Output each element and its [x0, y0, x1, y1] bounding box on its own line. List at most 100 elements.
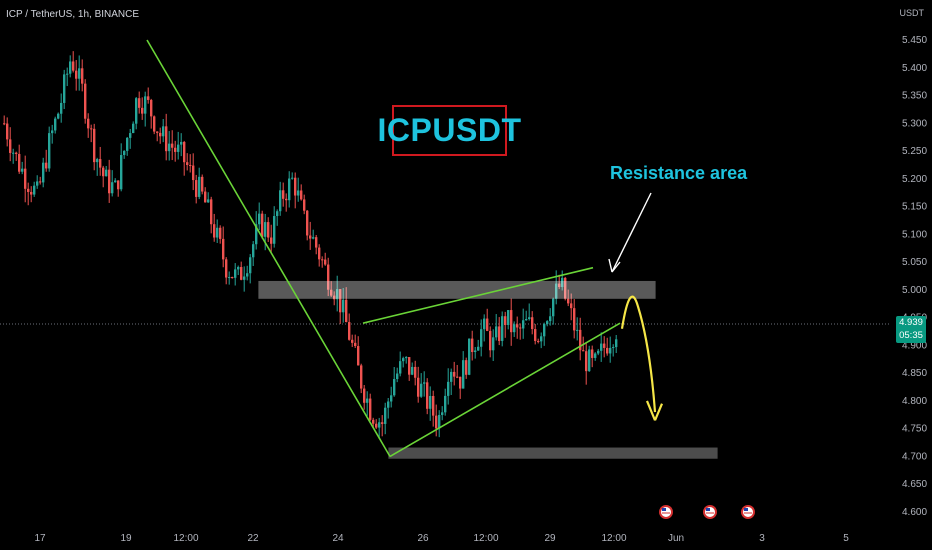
y-axis: 5.450 5.400 5.350 5.300 5.250 5.200 5.150 5.100…: [902, 35, 927, 518]
candle-body: [345, 299, 348, 323]
candle-body: [609, 347, 612, 354]
candle-body: [9, 139, 12, 153]
y-tick-label: 5.050: [902, 257, 927, 268]
candle-body: [60, 102, 63, 114]
candle-body: [306, 210, 309, 236]
candle-body: [363, 388, 366, 403]
candle-body: [444, 395, 447, 413]
y-tick-label: 4.700: [902, 451, 927, 462]
candle-body: [570, 303, 573, 309]
candle-body: [69, 61, 72, 74]
candle-body: [57, 113, 60, 119]
candle-body: [327, 264, 330, 290]
y-tick-label: 5.200: [902, 174, 927, 185]
candle-body: [612, 347, 615, 349]
candle-body: [543, 324, 546, 337]
candle-body: [75, 70, 78, 79]
candle-body: [54, 118, 57, 131]
candle-body: [96, 159, 99, 163]
candle-body: [303, 199, 306, 211]
candle-body: [393, 379, 396, 396]
y-tick-label: 5.400: [902, 63, 927, 74]
candle-body: [558, 283, 561, 288]
candle-body: [3, 123, 6, 125]
candle-body: [195, 180, 198, 197]
candle-body: [576, 329, 579, 331]
candle-body: [579, 329, 582, 351]
candle-body: [459, 376, 462, 389]
current-price-value: 4.939: [899, 317, 923, 328]
candle-body: [432, 395, 435, 416]
candle-body: [492, 337, 495, 351]
candle-body: [504, 316, 507, 326]
candle-body: [453, 371, 456, 377]
y-tick-label: 5.000: [902, 285, 927, 296]
candle-body: [165, 126, 168, 152]
candle-body: [150, 99, 153, 117]
candle-body: [489, 330, 492, 351]
x-tick-label: 12:00: [173, 533, 198, 544]
candle-body: [72, 61, 75, 71]
candle-body: [582, 350, 585, 352]
candle-body: [255, 224, 258, 245]
candle-body: [99, 159, 102, 168]
candle-body: [309, 235, 312, 239]
candle-body: [198, 176, 201, 197]
pointer-arrow-head: [608, 258, 621, 273]
candle-body: [384, 407, 387, 424]
candle-body: [24, 168, 27, 189]
candle-body: [420, 383, 423, 397]
chart-header-title: ICP / TetherUS, 1h, BINANCE: [6, 9, 140, 20]
candle-body: [465, 360, 468, 375]
y-tick-label: 5.450: [902, 35, 927, 46]
x-tick-label: Jun: [668, 533, 684, 544]
candle-body: [237, 267, 240, 270]
candle-body: [105, 169, 108, 177]
candle-body: [312, 237, 315, 239]
candle-body: [360, 365, 363, 389]
y-tick-label: 4.600: [902, 507, 927, 518]
candle-body: [189, 164, 192, 166]
candle-body: [468, 338, 471, 375]
candle-body: [282, 190, 285, 199]
candle-body: [324, 259, 327, 265]
candle-body: [153, 116, 156, 132]
candle-body: [381, 422, 384, 424]
candle-body: [357, 346, 360, 366]
candle-body: [501, 316, 504, 341]
candle-body: [186, 162, 189, 165]
candle-body: [315, 237, 318, 248]
candle-body: [537, 340, 540, 342]
candle-body: [387, 401, 390, 408]
candle-body: [240, 267, 243, 280]
candle-body: [414, 366, 417, 378]
wedge-lower-line: [389, 322, 621, 458]
candle-body: [438, 414, 441, 429]
candle-body: [81, 68, 84, 84]
candle-body: [510, 310, 513, 333]
candle-body: [27, 188, 30, 192]
candle-body: [270, 237, 273, 244]
x-tick-label: 5: [843, 533, 849, 544]
wedge-upper-line: [362, 266, 594, 324]
candle-body: [168, 143, 171, 152]
candle-body: [15, 152, 18, 154]
candle-body: [36, 181, 39, 186]
candle-body: [243, 276, 246, 280]
candle-body: [348, 322, 351, 340]
candle-body: [222, 238, 225, 260]
us-event-icon: [703, 505, 717, 519]
candle-body: [474, 350, 477, 353]
candle-body: [585, 351, 588, 372]
candle-body: [42, 162, 45, 183]
x-tick-label: 19: [120, 533, 132, 544]
candle-body: [528, 317, 531, 319]
candle-body: [375, 423, 378, 428]
projection-arrow-line: [620, 295, 657, 413]
candle-body: [63, 74, 66, 103]
candle-body: [276, 211, 279, 217]
candle-body: [378, 422, 381, 428]
candle-body: [159, 132, 162, 137]
chart-title-text: ICPUSDT: [377, 112, 522, 148]
candle-body: [354, 342, 357, 347]
